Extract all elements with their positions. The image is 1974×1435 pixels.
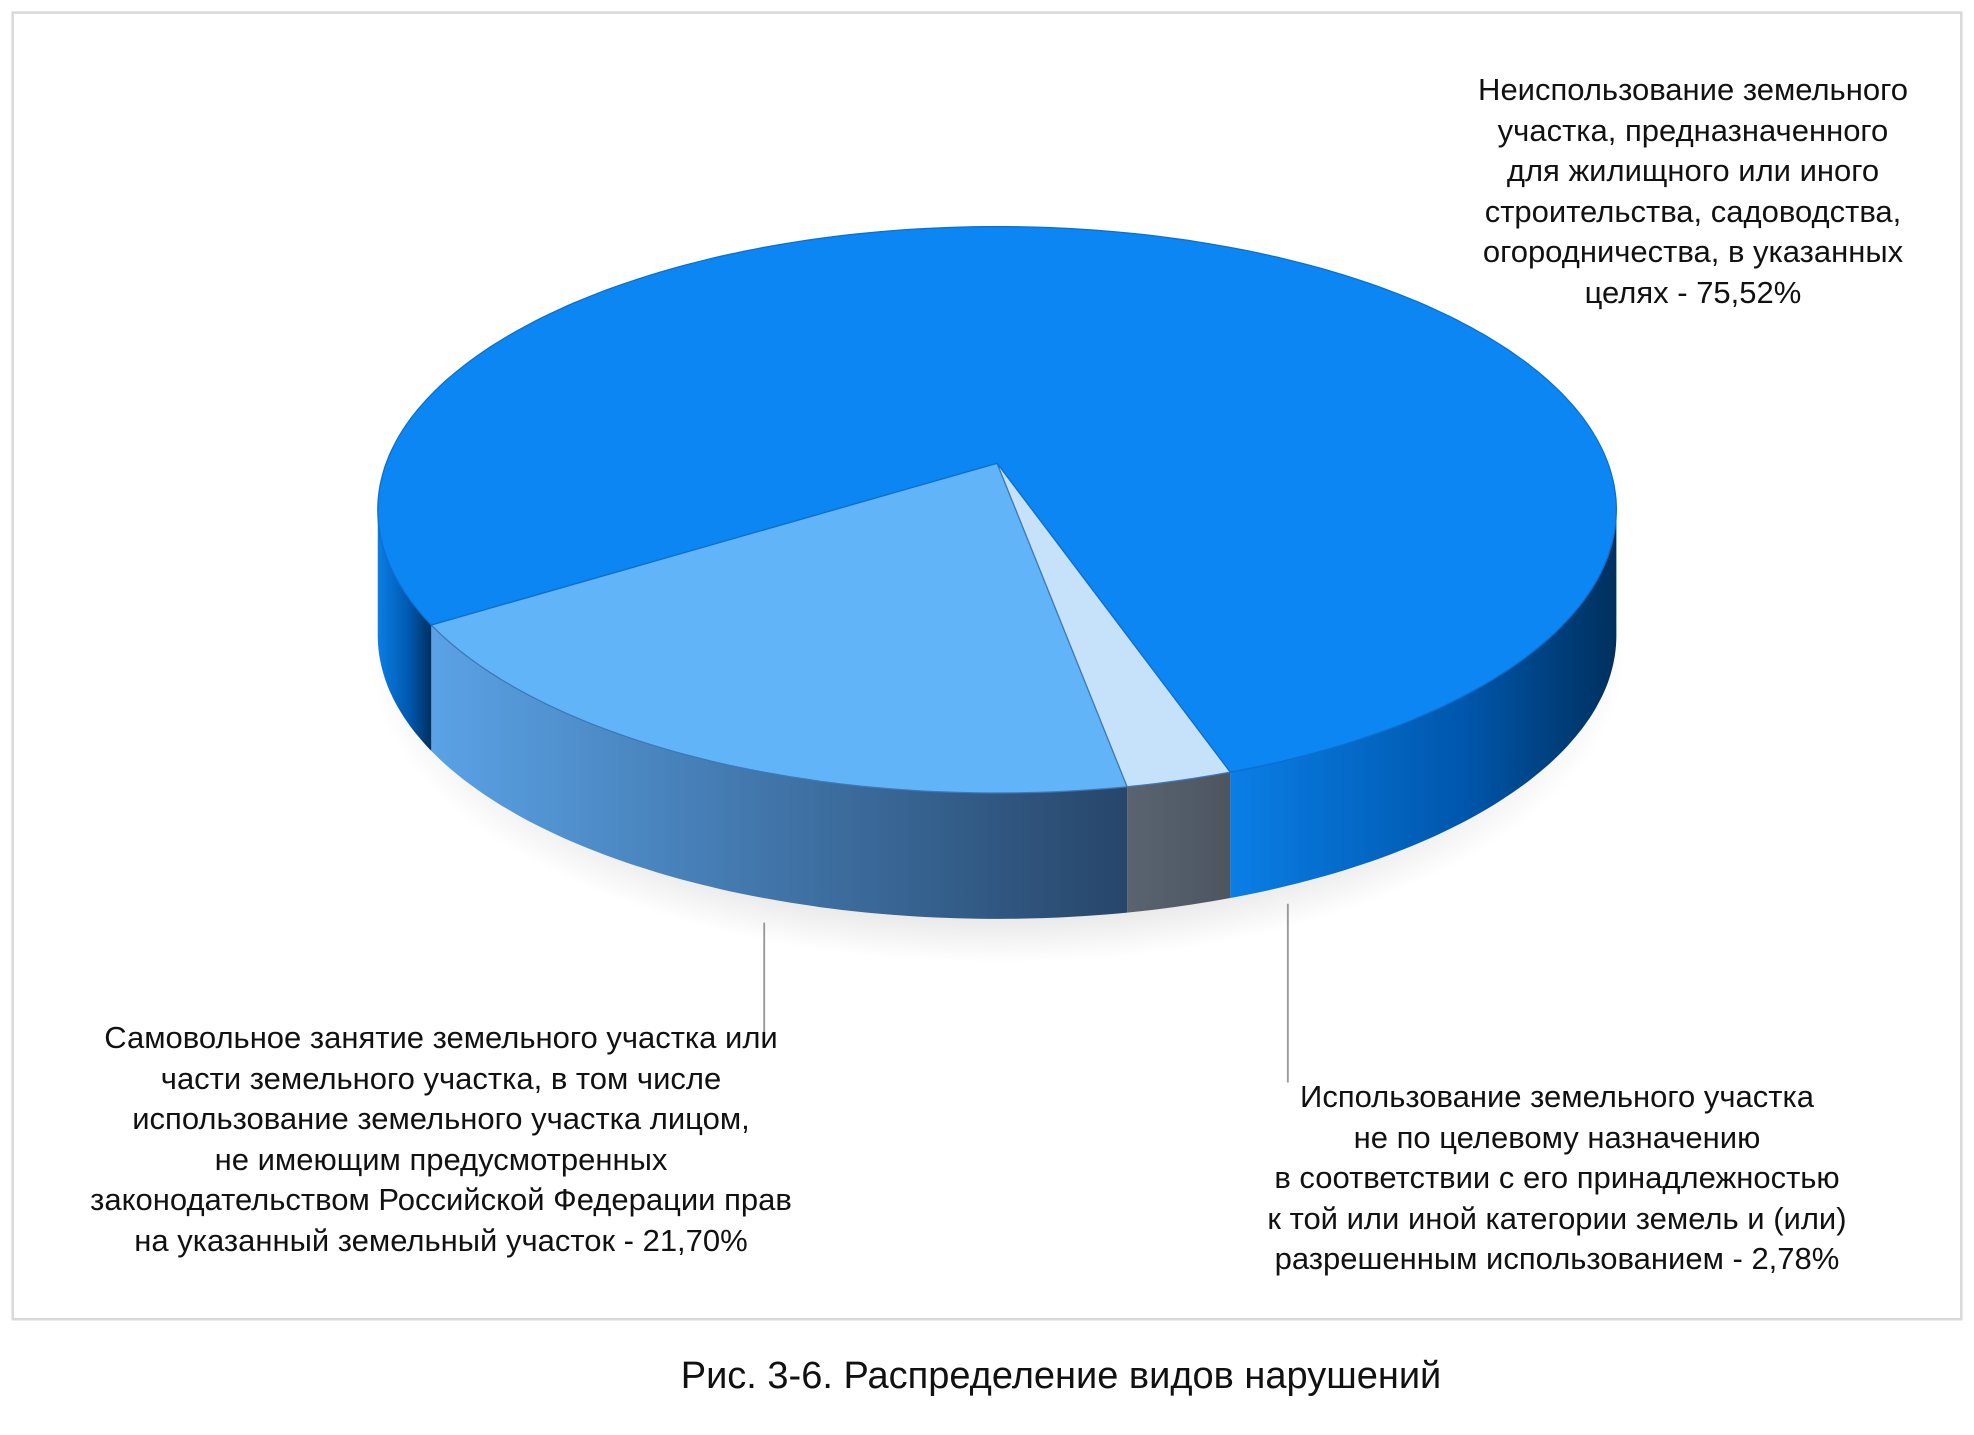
label-line: к той или иной категории земель и (или) [1267,1200,1847,1236]
label-line: Неиспользование земельного [1478,72,1908,107]
label-line: части земельного участка, в том числе [160,1060,722,1096]
label-line: строительства, садоводства, [1484,193,1902,229]
data-label-medium: Самовольное занятие земельного участка и… [90,1018,792,1261]
label-line: огородничества, в указанных [1482,234,1904,269]
label-line: в соответствии с его принадлежностью [1274,1160,1840,1195]
pie-slice-big [377,225,1618,773]
pie-slice-small [996,462,1232,788]
label-line: целях - 75,52% [1584,274,1802,310]
label-line: для жилищного или иного [1506,153,1880,188]
label-line: на указанный земельный участок - 21,70% [134,1222,748,1258]
label-line: использование земельного участка лицом, [132,1101,750,1136]
label-line: Использование земельного участка [1300,1079,1814,1114]
pie-slice-medium [430,462,1128,794]
pie-side-small [1127,772,1231,913]
pie-side-big [1230,509,1617,899]
label-line: не имеющим предусмотренных [214,1141,668,1177]
data-label-big: Неиспользование земельного участка, пред… [1478,70,1908,313]
figure-caption: Рис. 3-6. Распределение видов нарушений [680,1355,1442,1397]
data-label-small: Использование земельного участка не по ц… [1267,1077,1846,1280]
label-line: законодательством Российской Федерации п… [90,1182,792,1217]
label-line: Самовольное занятие земельного участка и… [104,1020,778,1055]
label-line: разрешенным использованием - 2,78% [1274,1241,1840,1276]
label-line: не по целевому назначению [1353,1119,1761,1155]
pie-side-medium [431,624,1128,919]
pie-side-big [377,509,432,751]
label-line: участка, предназначенного [1497,112,1889,148]
